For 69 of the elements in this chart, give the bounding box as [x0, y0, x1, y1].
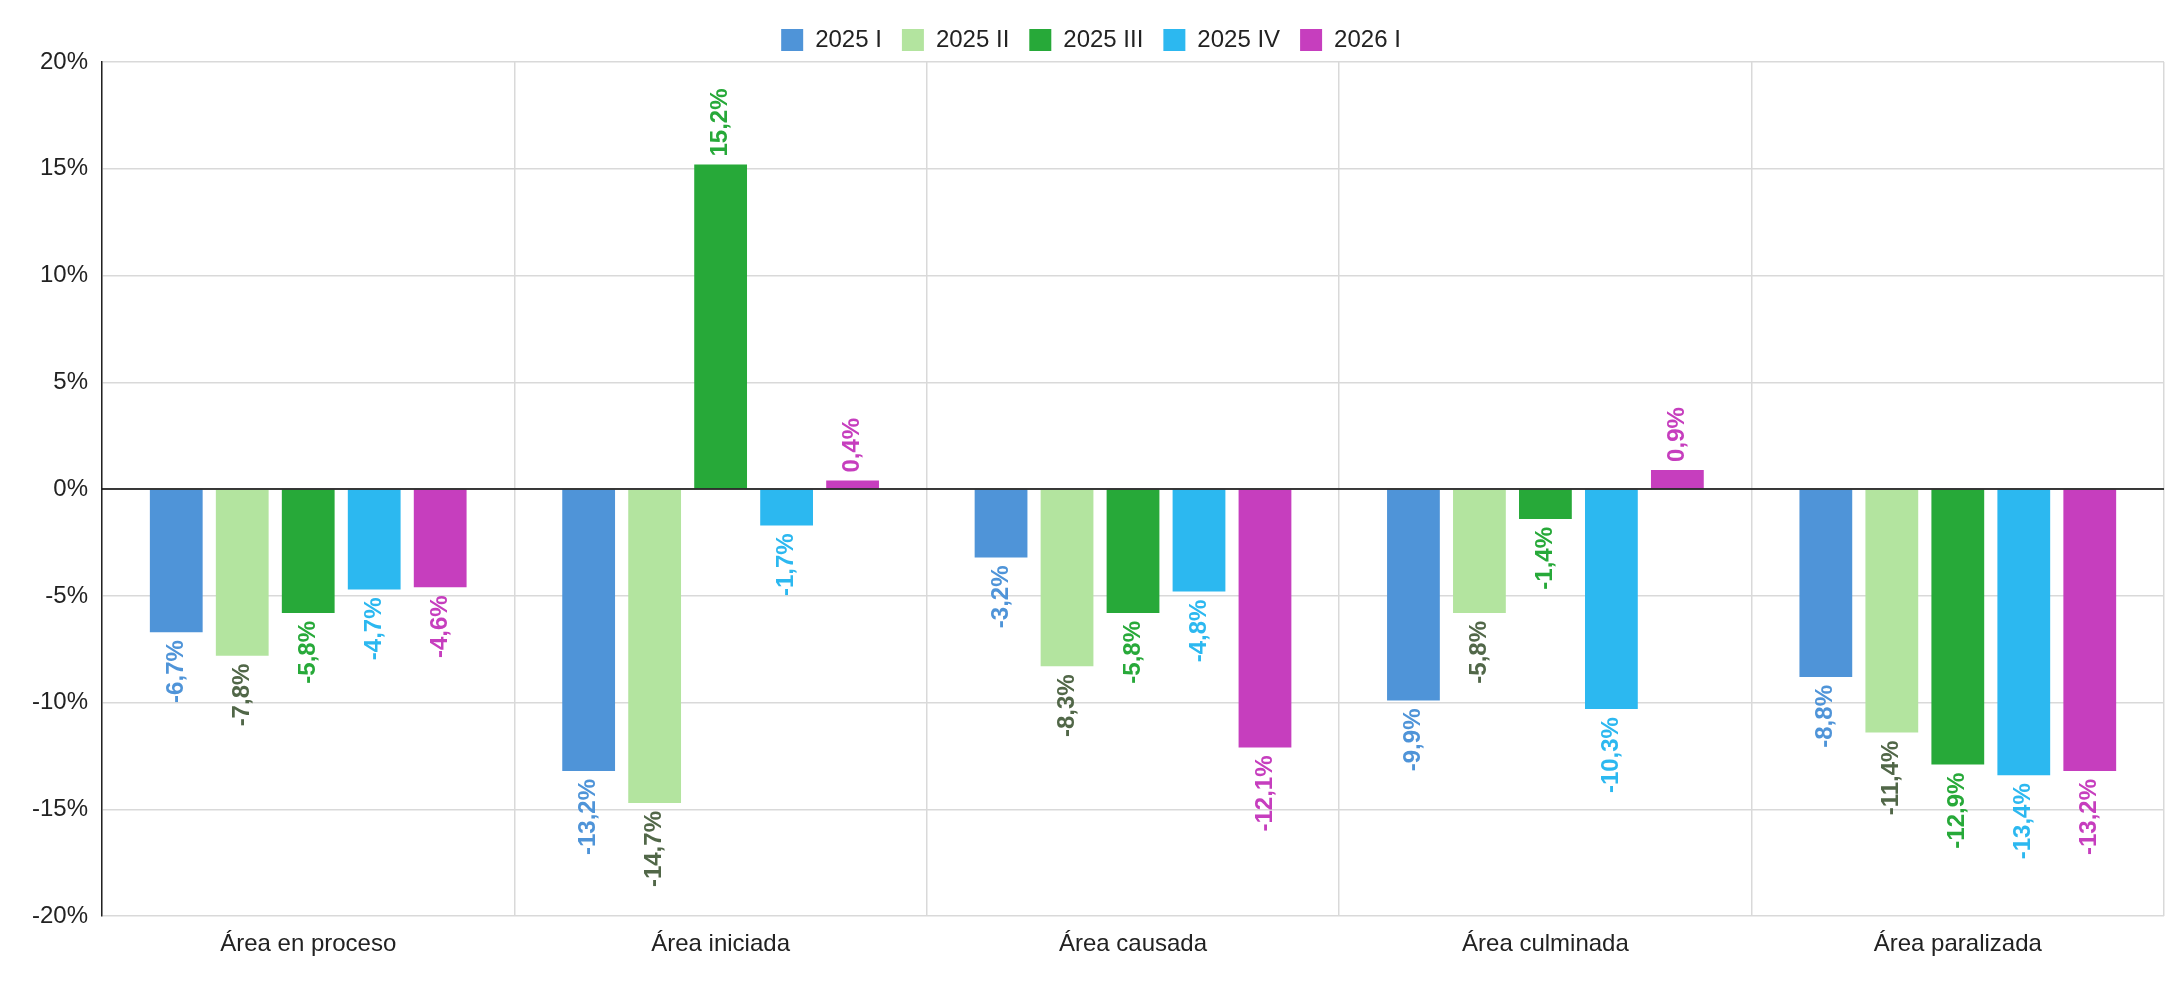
data-label: -6,7% — [160, 640, 188, 703]
bar — [413, 489, 467, 588]
y-tick-label: -20% — [32, 900, 89, 928]
bar — [562, 489, 616, 771]
y-tick-label: -10% — [32, 687, 89, 715]
bar — [1519, 489, 1572, 519]
bar — [1106, 489, 1160, 613]
bar — [149, 489, 203, 633]
x-tick-label: Área causada — [1058, 929, 1208, 957]
data-label: -8,8% — [1810, 685, 1838, 748]
data-label: -5,8% — [1117, 620, 1145, 684]
data-label: -5,8% — [292, 620, 320, 684]
data-label: 0,4% — [837, 417, 865, 473]
data-label: -1,7% — [771, 533, 799, 597]
bar — [1172, 489, 1226, 592]
bar — [628, 489, 682, 804]
data-label: -13,2% — [573, 778, 601, 856]
data-label: -14,7% — [639, 811, 667, 888]
bar — [281, 489, 335, 613]
bar — [1453, 489, 1506, 613]
bar — [694, 164, 748, 489]
bar — [215, 489, 269, 656]
data-label: -5,8% — [1464, 620, 1492, 684]
data-label: -12,9% — [1942, 772, 1970, 849]
x-tick-label: Área paralizada — [1873, 929, 2043, 957]
y-tick-label: 0% — [53, 473, 89, 501]
data-label: -3,2% — [985, 565, 1013, 629]
data-label: -10,3% — [1596, 717, 1624, 794]
bar — [1238, 489, 1292, 748]
y-tick-label: 10% — [39, 260, 89, 288]
data-label: 15,2% — [705, 88, 733, 157]
data-label: -4,7% — [358, 597, 386, 661]
legend-label: 2026 I — [1334, 24, 1401, 52]
bar — [1585, 489, 1638, 710]
data-label: -7,8% — [226, 663, 254, 727]
data-label: -1,4% — [1530, 527, 1558, 590]
data-label: -11,4% — [1876, 740, 1904, 816]
y-tick-label: -5% — [45, 580, 89, 608]
bar — [826, 480, 879, 489]
bar — [347, 489, 401, 590]
bar — [1799, 489, 1853, 678]
data-label: 0,9% — [1662, 407, 1689, 462]
bar — [1997, 489, 2051, 776]
x-tick-label: Área culminada — [1462, 929, 1630, 957]
bar — [2063, 489, 2117, 771]
y-tick-label: 15% — [39, 153, 89, 181]
legend-label: 2025 II — [935, 24, 1010, 52]
bar — [760, 489, 813, 526]
bar — [1040, 489, 1094, 667]
data-label: -9,9% — [1398, 708, 1426, 772]
bar — [1865, 489, 1919, 733]
y-tick-label: 5% — [53, 366, 89, 394]
legend-label: 2025 IV — [1197, 24, 1281, 52]
data-label: -4,8% — [1183, 599, 1211, 663]
bar — [1650, 469, 1704, 489]
data-label: -12,1% — [1249, 755, 1277, 832]
x-tick-label: Área iniciada — [651, 929, 791, 957]
data-label: -13,2% — [2074, 778, 2102, 856]
bar — [1387, 489, 1440, 701]
x-tick-label: Área en proceso — [220, 929, 397, 957]
data-label: -8,3% — [1051, 674, 1079, 738]
y-tick-label: 20% — [39, 46, 89, 74]
bar — [1931, 489, 1985, 765]
legend-label: 2025 III — [1063, 24, 1144, 52]
y-tick-label: -15% — [32, 794, 89, 822]
data-label: -4,6% — [424, 595, 452, 659]
data-label: -13,4% — [2008, 783, 2036, 860]
legend-label: 2025 I — [815, 24, 882, 52]
bar — [974, 489, 1028, 558]
